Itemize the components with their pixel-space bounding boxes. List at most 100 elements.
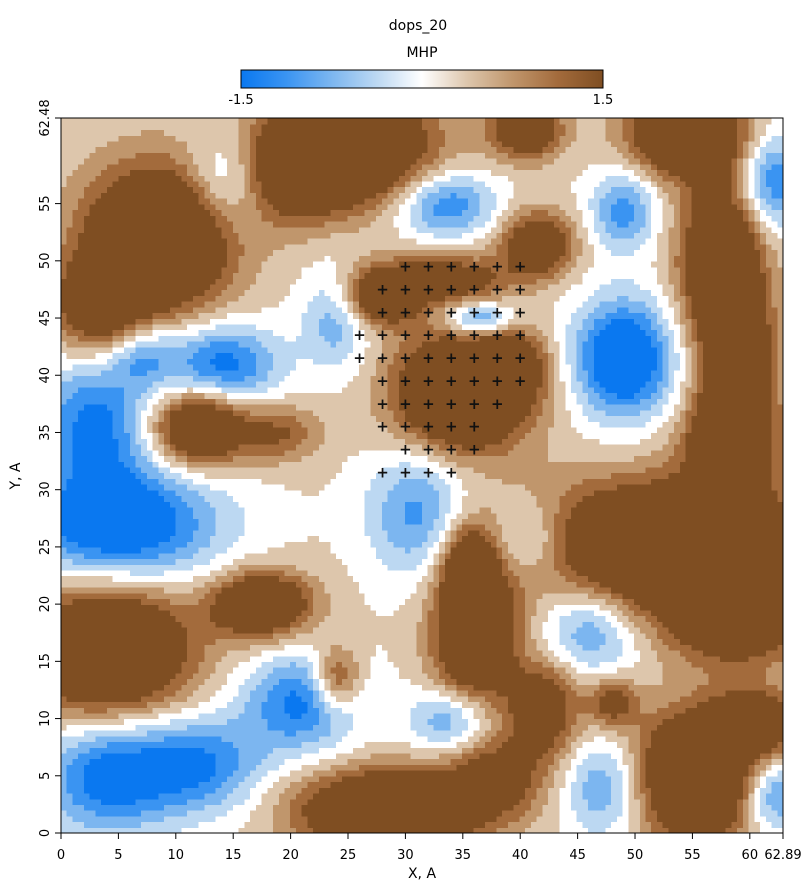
grid-marker: +	[445, 441, 458, 459]
heatmap-cell	[267, 672, 308, 680]
heatmap-cell	[313, 792, 526, 800]
heatmap-cell	[393, 661, 423, 668]
heatmap-cell	[141, 392, 154, 399]
heatmap-cell	[101, 169, 131, 176]
heatmap-cell	[760, 810, 778, 817]
heatmap-cell	[456, 529, 469, 537]
heatmap-cell	[582, 169, 635, 176]
heatmap-cell	[765, 261, 778, 268]
heatmap-cell	[536, 278, 561, 285]
heatmap-cell	[628, 781, 635, 788]
heatmap-cell	[777, 489, 783, 497]
heatmap-cell	[61, 621, 182, 628]
grid-marker: +	[399, 418, 412, 436]
heatmap-cell	[267, 369, 291, 376]
heatmap-cell	[760, 209, 767, 216]
heatmap-cell	[662, 363, 669, 371]
heatmap-cell	[507, 575, 521, 582]
heatmap-cell	[215, 404, 234, 411]
heatmap-cell	[129, 169, 177, 176]
heatmap-cell	[427, 129, 446, 136]
grid-marker: +	[468, 372, 481, 390]
heatmap-cell	[169, 306, 194, 314]
heatmap-cell	[301, 592, 314, 600]
heatmap-cell	[490, 289, 538, 296]
heatmap-cell	[576, 718, 606, 725]
heatmap-cell	[255, 140, 429, 148]
heatmap-cell	[651, 158, 733, 165]
heatmap-cell	[364, 518, 383, 525]
heatmap-cell	[490, 735, 509, 743]
heatmap-cell	[553, 375, 561, 382]
heatmap-cell	[548, 455, 635, 462]
heatmap-cell	[284, 243, 486, 251]
heatmap-cell	[227, 255, 240, 262]
heatmap-cell	[754, 792, 761, 800]
heatmap-cell	[404, 169, 417, 176]
x-tick-label: 40	[512, 848, 529, 863]
heatmap-cell	[628, 306, 652, 314]
heatmap-cell	[410, 741, 457, 748]
heatmap-cell	[284, 701, 308, 708]
heatmap-cell	[496, 541, 509, 548]
heatmap-cell	[399, 203, 412, 211]
heatmap-cell	[330, 592, 366, 600]
heatmap-cell	[582, 249, 595, 256]
heatmap-cell	[691, 398, 698, 405]
heatmap-cell	[685, 238, 755, 245]
heatmap-cell	[542, 398, 555, 405]
heatmap-cell	[324, 426, 389, 434]
heatmap-cell	[611, 787, 624, 794]
heatmap-cell	[605, 735, 629, 743]
heatmap-cell	[330, 678, 337, 685]
heatmap-cell	[754, 158, 767, 165]
grid-marker: +	[468, 258, 481, 276]
heatmap-cell	[72, 815, 165, 823]
heatmap-cell	[536, 815, 561, 823]
heatmap-cell	[370, 398, 389, 405]
heatmap-cell	[496, 827, 526, 833]
heatmap-cell	[192, 529, 217, 537]
heatmap-cell	[771, 758, 783, 765]
heatmap-cell	[439, 335, 457, 342]
heatmap-cell	[450, 758, 469, 765]
heatmap-cell	[61, 203, 79, 211]
heatmap-cell	[754, 226, 761, 233]
heatmap-cell	[634, 118, 738, 125]
heatmap-cell	[634, 392, 652, 399]
heatmap-cell	[209, 609, 303, 617]
heatmap-cell	[192, 186, 205, 193]
heatmap-cell	[588, 232, 601, 239]
heatmap-cell	[393, 329, 452, 336]
heatmap-cell	[284, 375, 354, 382]
heatmap-cell	[771, 478, 783, 485]
heatmap-cell	[565, 232, 572, 239]
heatmap-cell	[358, 764, 457, 771]
heatmap-cell	[284, 730, 297, 737]
x-axis-label: X, A	[408, 866, 436, 882]
heatmap-cell	[227, 312, 303, 319]
heatmap-cell	[78, 409, 114, 417]
heatmap-cell	[565, 667, 578, 674]
heatmap-cell	[668, 363, 681, 371]
heatmap-cell	[450, 489, 469, 497]
heatmap-cell	[341, 735, 429, 743]
heatmap-cell	[485, 180, 515, 188]
heatmap-cell	[645, 615, 658, 622]
heatmap-cell	[748, 146, 755, 153]
heatmap-cell	[668, 415, 681, 422]
heatmap-cell	[639, 604, 783, 611]
heatmap-cell	[760, 821, 773, 828]
heatmap-cell	[456, 541, 492, 548]
heatmap-cell	[519, 815, 538, 823]
heatmap-cell	[422, 118, 440, 125]
heatmap-cell	[754, 804, 761, 811]
heatmap-cell	[542, 409, 555, 417]
heatmap-cell	[118, 455, 137, 462]
heatmap-cell	[565, 707, 601, 714]
heatmap-cell	[731, 169, 738, 176]
heatmap-cell	[267, 724, 314, 731]
heatmap-cell	[61, 386, 79, 394]
heatmap-cell	[169, 415, 245, 422]
heatmap-cell	[651, 432, 669, 439]
